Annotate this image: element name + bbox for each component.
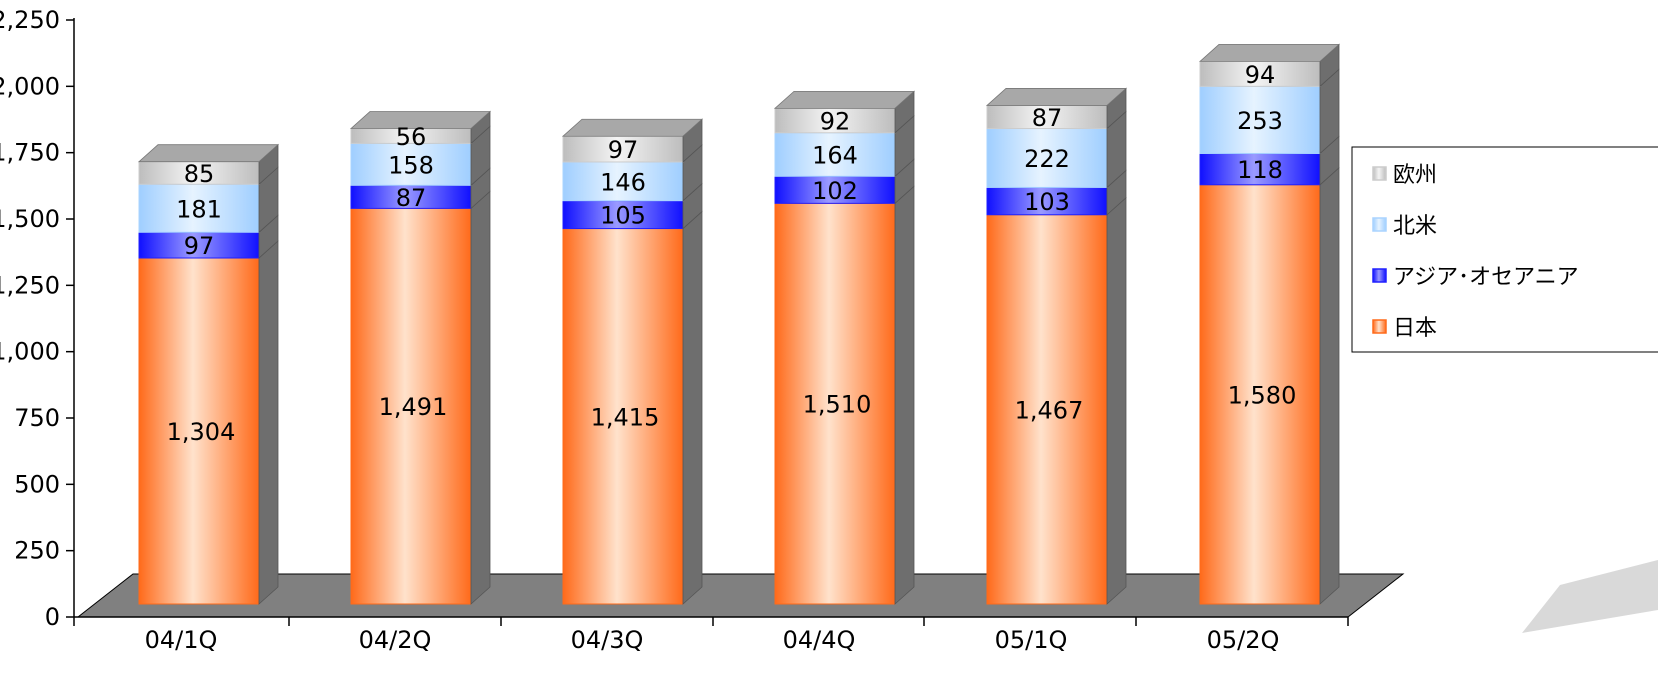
page-curl-shape	[1522, 560, 1658, 633]
bar-stack	[773, 90, 916, 605]
data-label-asia-oceania: 97	[184, 232, 215, 260]
bar-segment-north-america	[350, 142, 472, 186]
data-label-north-america: 164	[812, 142, 858, 170]
bar-top-cap	[349, 111, 492, 129]
legend-label-europe: 欧州	[1393, 163, 1437, 188]
legend-box	[1351, 146, 1658, 353]
data-label-north-america: 222	[1024, 145, 1070, 173]
x-tick-label: 04/2Q	[359, 626, 432, 654]
bar-side-japan	[470, 190, 491, 605]
bar-segment-asia-oceania	[1199, 152, 1321, 186]
bar-stack	[985, 87, 1128, 605]
data-label-europe: 94	[1245, 61, 1276, 89]
legend-label-japan: 日本	[1393, 316, 1437, 341]
bar-stack	[349, 110, 492, 605]
x-tick-label: 05/1Q	[995, 626, 1068, 654]
y-tick-label: 2,000	[0, 72, 60, 100]
page-curl-decoration	[1522, 560, 1658, 633]
x-tick-label: 04/1Q	[145, 626, 218, 654]
data-label-asia-oceania: 103	[1024, 188, 1070, 216]
y-tick-label: 1,000	[0, 338, 60, 366]
bar-top-cap	[773, 90, 916, 109]
data-label-asia-oceania: 118	[1237, 156, 1283, 184]
bar-stack	[1198, 43, 1341, 605]
data-label-japan: 1,467	[1015, 396, 1084, 424]
data-label-north-america: 146	[600, 168, 646, 196]
legend-label-asia-oceania: アジア･オセアニア	[1393, 265, 1579, 290]
legend-swatch-japan	[1372, 319, 1387, 334]
bar-segment-asia-oceania	[562, 200, 684, 230]
data-label-north-america: 181	[176, 195, 222, 223]
bar-side-japan	[1319, 166, 1340, 605]
y-tick-label: 250	[14, 537, 60, 565]
data-label-north-america: 253	[1237, 107, 1283, 135]
y-tick-label: 500	[14, 470, 60, 498]
bar-segment-north-america	[1199, 85, 1321, 154]
data-label-japan: 1,510	[803, 391, 872, 419]
data-label-north-america: 158	[388, 151, 434, 179]
x-tick-label: 04/3Q	[571, 626, 644, 654]
y-tick-label: 2,250	[0, 6, 60, 34]
data-label-europe: 92	[820, 108, 851, 136]
data-label-asia-oceania: 102	[812, 177, 858, 205]
data-label-europe: 85	[184, 160, 215, 188]
legend-swatch-asia-oceania	[1372, 268, 1387, 283]
x-axis-ticks: 04/1Q 04/2Q 04/3Q 04/4Q 05/1Q 05/2Q	[73, 617, 1349, 654]
bar-side-japan	[1106, 196, 1127, 605]
bar-segment-japan	[1199, 184, 1321, 605]
y-tick-label: 750	[14, 404, 60, 432]
x-tick-label: 04/4Q	[783, 626, 856, 654]
bar-stack	[137, 143, 280, 605]
data-label-europe: 56	[396, 123, 427, 151]
bar-segment-europe	[774, 107, 896, 134]
bar-stack	[561, 118, 704, 605]
y-tick-label: 1,500	[0, 205, 60, 233]
data-label-asia-oceania: 87	[396, 184, 427, 212]
data-label-japan: 1,304	[167, 418, 236, 446]
bar-segment-japan	[350, 207, 472, 605]
bar-side-japan	[258, 240, 279, 605]
bar-side-japan	[682, 210, 703, 605]
bar-segment-japan	[138, 257, 260, 605]
legend-swatch-europe	[1372, 166, 1387, 181]
bar-segment-europe	[1199, 60, 1321, 87]
bar-segment-asia-oceania	[774, 175, 896, 204]
data-label-japan: 1,415	[591, 403, 660, 431]
data-label-europe: 87	[1032, 104, 1063, 132]
bar-segment-japan	[774, 202, 896, 605]
y-axis-ticks: 0 250 500 750 1,000 1,250 1,500 1,750 2,000 2,250	[0, 6, 74, 631]
legend-label-north-america: 北米	[1393, 214, 1437, 239]
bar-segment-japan	[562, 228, 684, 605]
bar-top-cap	[1198, 43, 1341, 62]
y-tick-label: 0	[45, 603, 60, 631]
x-tick-label: 05/2Q	[1207, 626, 1280, 654]
bars	[137, 43, 1341, 605]
bar-segment-asia-oceania	[986, 186, 1108, 216]
y-tick-label: 1,750	[0, 139, 60, 167]
data-label-japan: 1,580	[1228, 381, 1297, 409]
data-label-europe: 97	[608, 136, 639, 164]
legend-swatch-north-america	[1372, 217, 1387, 232]
bar-side-japan	[894, 185, 915, 605]
bar-segment-north-america	[986, 128, 1108, 188]
y-tick-label: 1,250	[0, 271, 60, 299]
bar-top-cap	[985, 88, 1128, 106]
bar-top-cap	[137, 144, 280, 163]
data-label-asia-oceania: 105	[600, 202, 646, 230]
bar-top-cap	[561, 118, 704, 137]
bar-segment-asia-oceania	[138, 231, 260, 259]
data-label-japan: 1,491	[379, 393, 448, 421]
